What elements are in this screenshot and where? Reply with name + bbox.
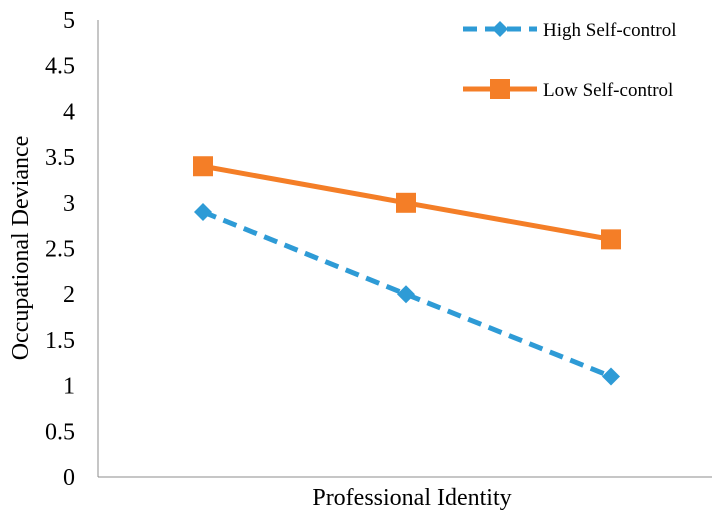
y-tick-label: 4.5 (45, 54, 75, 80)
series-low-self-control (193, 156, 621, 250)
y-tick-label: 1 (63, 374, 75, 400)
y-axis-title: Occupational Deviance (8, 136, 34, 361)
data-point (193, 156, 213, 177)
y-tick-label: 2 (63, 282, 75, 308)
legend: High Self-control Low Self-control (463, 20, 677, 101)
data-point (602, 367, 620, 386)
data-point (601, 229, 621, 250)
data-point (397, 285, 415, 304)
axes (97, 20, 712, 478)
y-tick-label: 0.5 (45, 419, 75, 445)
y-tick-label: 2.5 (45, 237, 75, 263)
y-tick-label: 3 (63, 191, 75, 217)
legend-label: High Self-control (543, 20, 677, 41)
legend-entry: Low Self-control (463, 79, 673, 101)
legend-entry: High Self-control (463, 20, 677, 41)
legend-marker (492, 21, 508, 37)
y-tick-label: 0 (63, 465, 75, 491)
y-tick-label: 1.5 (45, 328, 75, 354)
y-tick-labels: 0 0.5 1 1.5 2 2.5 3 3.5 4 4.5 5 (45, 8, 75, 491)
data-point (194, 202, 212, 221)
x-axis-title: Professional Identity (312, 485, 511, 511)
legend-marker (490, 79, 510, 99)
series-layer (193, 156, 621, 386)
series-high-self-control (194, 202, 620, 386)
y-tick-label: 3.5 (45, 145, 75, 171)
data-point (396, 192, 416, 213)
legend-label: Low Self-control (543, 80, 673, 101)
y-tick-label: 4 (63, 99, 75, 125)
series-line (202, 209, 612, 379)
y-tick-label: 5 (63, 8, 75, 34)
